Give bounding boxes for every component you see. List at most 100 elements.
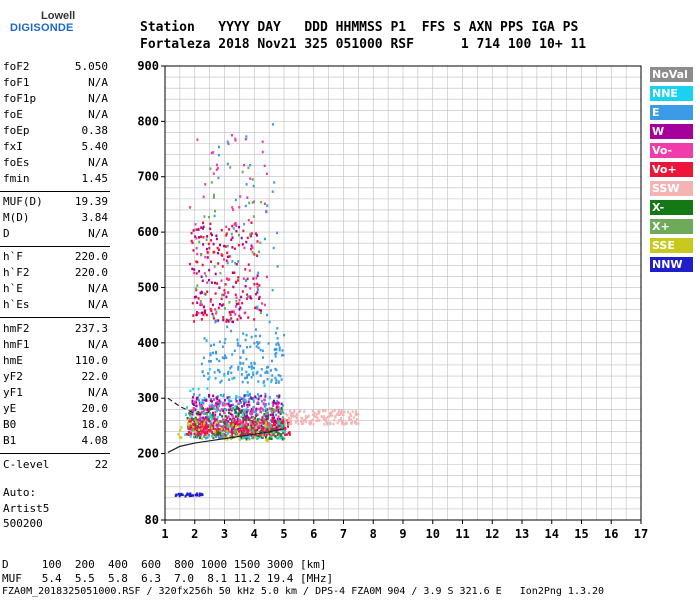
trace-point <box>236 338 239 341</box>
trace-point <box>242 416 245 420</box>
trace-point <box>196 284 199 287</box>
param-row: foEs N/A <box>0 156 110 172</box>
trace-point <box>254 436 257 439</box>
trace-point <box>186 433 188 436</box>
trace-point <box>246 293 249 296</box>
trace-point <box>268 407 271 410</box>
trace-point <box>224 427 227 430</box>
trace-point <box>258 424 261 427</box>
trace-point <box>208 415 211 418</box>
trace-point <box>209 227 212 231</box>
trace-point <box>340 422 343 425</box>
trace-point <box>267 414 270 417</box>
trace-point <box>209 423 212 426</box>
trace-point <box>208 393 211 397</box>
param-name: h`F2 <box>3 266 30 279</box>
trace-point <box>242 420 245 424</box>
trace-point <box>215 312 218 315</box>
trace-point <box>198 270 201 273</box>
trace-point <box>333 418 336 422</box>
trace-point <box>247 316 250 319</box>
trace-point <box>254 417 256 420</box>
trace-point <box>261 416 264 419</box>
autoscaling-version: 500200 <box>3 517 43 530</box>
trace-point <box>226 261 229 265</box>
trace-point <box>187 422 189 425</box>
trace-point <box>308 423 311 426</box>
trace-point <box>288 421 290 424</box>
trace-point <box>219 381 222 384</box>
trace-point <box>261 407 264 410</box>
trace-point <box>204 436 207 440</box>
trace-point <box>264 402 267 406</box>
trace-point <box>265 438 268 442</box>
trace-point <box>194 430 196 433</box>
trace-point <box>242 408 245 412</box>
trace-point <box>239 344 242 348</box>
trace-point <box>271 416 274 419</box>
trace-point <box>211 413 214 417</box>
param-value: N/A <box>88 108 108 121</box>
trace-point <box>255 328 257 331</box>
trace-point <box>251 436 254 440</box>
trace-point <box>243 396 246 400</box>
trace-point <box>217 251 219 255</box>
trace-point <box>337 411 340 415</box>
trace-point <box>194 287 197 290</box>
trace-point <box>325 421 328 424</box>
trace-point <box>214 272 217 276</box>
param-row: hmE 110.0 <box>0 354 110 370</box>
trace-point <box>189 389 192 393</box>
trace-point <box>205 426 208 430</box>
trace-point <box>272 410 275 414</box>
param-name: fxI <box>3 140 23 153</box>
trace-point <box>209 167 212 170</box>
trace-point <box>342 422 344 426</box>
trace-point <box>252 415 255 419</box>
trace-point <box>235 224 238 227</box>
trace-point <box>209 411 211 415</box>
trace-point <box>202 305 205 309</box>
trace-point <box>218 359 221 363</box>
trace-point <box>198 420 201 424</box>
trace-point <box>209 352 212 355</box>
trace-point <box>201 429 204 432</box>
trace-point <box>239 316 242 320</box>
trace-point <box>278 425 281 428</box>
trace-point <box>233 408 236 412</box>
trace-point <box>243 311 246 315</box>
trace-point <box>237 302 240 305</box>
trace-point <box>280 406 283 410</box>
trace-point <box>213 420 216 423</box>
param-name: yE <box>3 402 17 415</box>
trace-point <box>200 275 203 278</box>
trace-point <box>212 317 215 320</box>
trace-point <box>271 420 274 423</box>
trace-point <box>211 400 213 403</box>
trace-point <box>256 307 259 310</box>
trace-point <box>219 243 221 247</box>
trace-point <box>276 394 279 398</box>
trace-point <box>206 235 209 238</box>
trace-point <box>224 408 227 411</box>
trace-point <box>226 140 229 144</box>
trace-point <box>203 425 206 429</box>
trace-point <box>212 196 215 199</box>
param-separator <box>0 453 110 454</box>
trace-point <box>326 423 329 426</box>
trace-point <box>251 251 254 254</box>
trace-point <box>282 431 285 435</box>
trace-point <box>259 406 262 410</box>
trace-point <box>257 346 260 350</box>
trace-point <box>275 413 278 417</box>
lowell-digisonde-logo: Lowell DIGISONDE <box>6 10 75 36</box>
trace-point <box>206 430 209 434</box>
trace-point <box>229 367 232 370</box>
trace-point <box>197 387 200 391</box>
trace-point <box>275 426 278 430</box>
trace-point <box>209 353 212 357</box>
trace-point <box>201 411 203 415</box>
trace-point <box>198 428 201 431</box>
trace-point <box>200 318 203 321</box>
trace-point <box>191 399 194 403</box>
